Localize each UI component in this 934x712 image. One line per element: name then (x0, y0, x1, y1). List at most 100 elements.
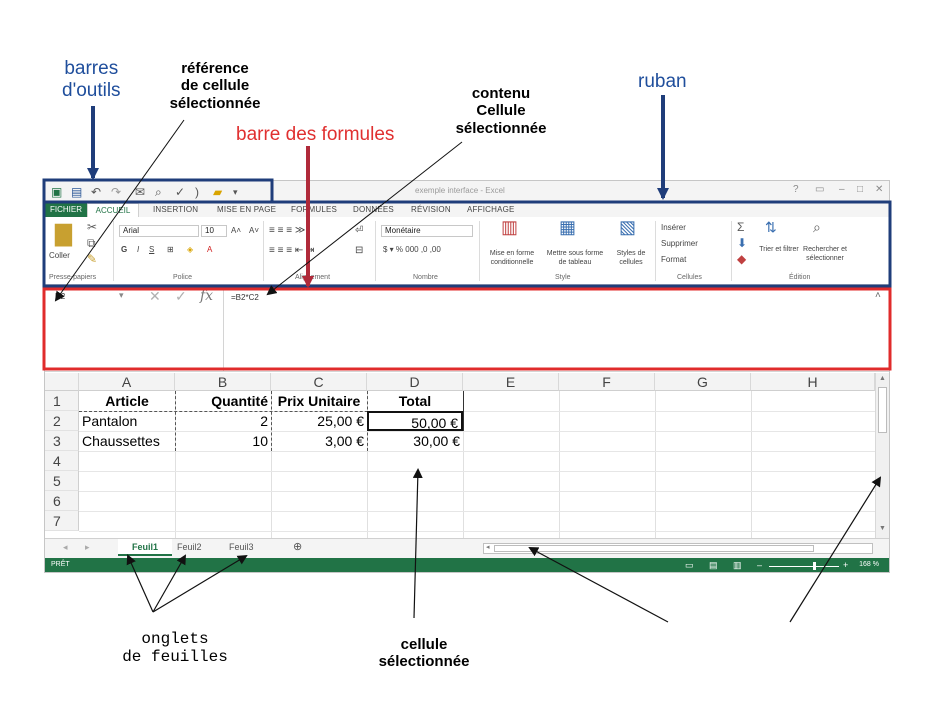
ribbon-display-icon[interactable]: ▭ (815, 184, 825, 195)
cell-b3[interactable]: 10 (252, 433, 268, 449)
sheet-tab-feuil3[interactable]: Feuil3 (229, 542, 254, 552)
column-header[interactable]: C (271, 373, 367, 391)
cut-icon[interactable]: ✂ (87, 220, 98, 234)
close-icon[interactable]: ✕ (875, 184, 884, 195)
normal-view-icon[interactable]: ▭ (685, 560, 694, 570)
underline-icon[interactable]: S (149, 245, 155, 254)
undo-icon[interactable]: ↶ (91, 185, 102, 199)
vertical-scrollbar[interactable]: ▲ ▼ (875, 373, 889, 538)
sort-filter-button[interactable]: Trier et filtrer (759, 246, 799, 253)
row-header[interactable]: 6 (45, 491, 79, 511)
cell-c1[interactable]: Prix Unitaire (277, 393, 361, 409)
name-box-dropdown-icon[interactable]: ▾ (119, 290, 124, 300)
paren-icon[interactable]: ) (195, 185, 199, 199)
page-break-view-icon[interactable]: ▥ (733, 560, 742, 570)
cell-styles-button[interactable]: Styles de cellules (616, 250, 646, 266)
font-shrink-icon[interactable]: A˅ (249, 226, 260, 235)
row-header[interactable]: 3 (45, 431, 79, 451)
row-header[interactable]: 1 (45, 391, 79, 411)
tab-view[interactable]: AFFICHAGE (467, 205, 515, 214)
sheet-prev-icon[interactable]: ◂ (63, 542, 68, 552)
find-select-button[interactable]: Rechercher et sélectionner (803, 246, 847, 262)
sheet-next-icon[interactable]: ▸ (85, 542, 90, 552)
merge-icon[interactable]: ⊟ (355, 245, 364, 256)
zoom-in-icon[interactable]: + (843, 560, 849, 570)
delete-button[interactable]: Supprimer (661, 239, 698, 248)
help-icon[interactable]: ? (793, 184, 799, 195)
format-table-button[interactable]: Mettre sous forme de tableau (546, 250, 604, 266)
cell-a3[interactable]: Chaussettes (82, 433, 160, 449)
row-header[interactable]: 2 (45, 411, 79, 431)
formula-input[interactable]: =B2*C2 (231, 293, 259, 302)
tab-formulas[interactable]: FORMULES (291, 205, 338, 214)
tab-home[interactable]: ACCUEIL (87, 203, 139, 217)
zoom-slider-thumb[interactable] (813, 562, 816, 570)
format-table-icon[interactable]: ▦ (559, 217, 577, 237)
italic-icon[interactable]: I (137, 245, 140, 254)
zoom-slider[interactable] (769, 566, 839, 567)
sheet-tab-feuil2[interactable]: Feuil2 (177, 542, 202, 552)
zoom-out-icon[interactable]: – (757, 560, 763, 570)
maximize-icon[interactable]: □ (857, 184, 864, 195)
enter-icon[interactable]: ✓ (175, 288, 187, 304)
cell-a1[interactable]: Article (105, 393, 149, 409)
column-header[interactable]: H (751, 373, 875, 391)
format-button[interactable]: Format (661, 255, 687, 264)
bold-icon[interactable]: G (121, 245, 128, 254)
email-icon[interactable]: ✉ (135, 185, 146, 199)
folder-icon[interactable]: ▰ (213, 185, 223, 199)
insert-function-icon[interactable]: fx (200, 288, 214, 304)
column-header[interactable]: F (559, 373, 655, 391)
sort-filter-icon[interactable]: ⇅ (765, 219, 777, 235)
column-header[interactable]: D (367, 373, 463, 391)
cell-d1[interactable]: Total (398, 393, 432, 409)
collapse-formula-bar-icon[interactable]: ˄ (875, 290, 881, 301)
name-box[interactable]: D2 (55, 292, 66, 301)
wrap-text-icon[interactable]: ⏎ (355, 225, 364, 236)
horizontal-scroll-thumb[interactable] (494, 545, 814, 552)
scroll-up-icon[interactable]: ▲ (879, 375, 886, 382)
row-header[interactable]: 5 (45, 471, 79, 491)
row-header[interactable]: 4 (45, 451, 79, 471)
insert-button[interactable]: Insérer (661, 223, 686, 232)
cell-c3[interactable]: 3,00 € (325, 433, 364, 449)
zoom-level[interactable]: 168 % (859, 561, 879, 568)
tab-data[interactable]: DONNÉES (353, 205, 394, 214)
select-all-corner[interactable] (45, 373, 79, 391)
tab-review[interactable]: RÉVISION (411, 205, 451, 214)
number-format-select[interactable]: Monétaire (381, 225, 473, 237)
conditional-format-button[interactable]: Mise en forme conditionnelle (489, 250, 535, 266)
minimize-icon[interactable]: – (839, 184, 845, 195)
format-painter-icon[interactable]: ✎ (87, 252, 98, 266)
column-header[interactable]: E (463, 373, 559, 391)
clear-icon[interactable]: ◆ (737, 252, 747, 266)
add-sheet-icon[interactable]: ⊕ (293, 541, 303, 553)
conditional-format-icon[interactable]: ▥ (501, 217, 519, 237)
cell-b2[interactable]: 2 (260, 413, 268, 429)
cell-d2-selected[interactable]: 50,00 € (367, 411, 463, 431)
borders-icon[interactable]: ⊞ (167, 245, 174, 254)
scroll-down-icon[interactable]: ▼ (879, 525, 886, 532)
column-header[interactable]: G (655, 373, 751, 391)
fill-color-icon[interactable]: ◈ (187, 245, 194, 254)
row-header[interactable]: 7 (45, 511, 79, 531)
font-name-select[interactable]: Arial (119, 225, 199, 237)
scroll-left-icon[interactable]: ◂ (486, 544, 490, 551)
print-preview-icon[interactable]: ⌕ (155, 185, 162, 199)
paste-icon[interactable]: ▇ (55, 221, 72, 246)
horizontal-scrollbar[interactable]: ◂ (483, 543, 873, 554)
tab-insert[interactable]: INSERTION (153, 205, 199, 214)
currency-icon[interactable]: $ ▾ % 000 ,0 ,00 (383, 245, 441, 254)
redo-icon[interactable]: ↷ (111, 185, 122, 199)
customize-toolbar-icon[interactable]: ▾ (233, 187, 238, 197)
vertical-scroll-thumb[interactable] (878, 387, 887, 433)
cell-d3[interactable]: 30,00 € (413, 433, 460, 449)
page-layout-view-icon[interactable]: ▤ (709, 560, 718, 570)
font-color-icon[interactable]: A (207, 245, 213, 254)
save-icon[interactable]: ▤ (71, 185, 83, 199)
sheet-tab-feuil1[interactable]: Feuil1 (118, 539, 172, 556)
cell-a2[interactable]: Pantalon (82, 413, 138, 429)
font-grow-icon[interactable]: A˄ (231, 226, 242, 235)
font-size-select[interactable]: 10 (201, 225, 227, 237)
paste-button[interactable]: Coller (49, 251, 70, 260)
